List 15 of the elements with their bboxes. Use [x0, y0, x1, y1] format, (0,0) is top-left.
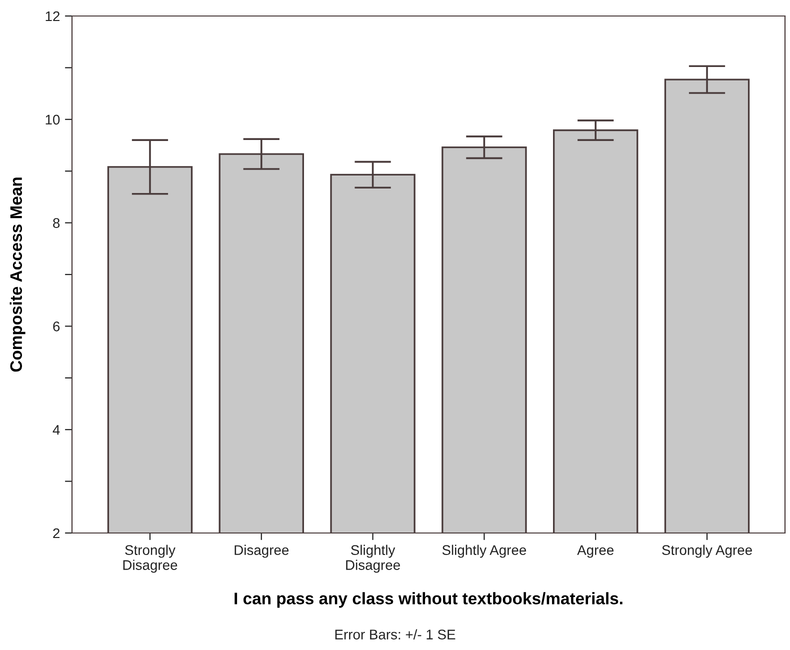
x-tick-label: Agree — [577, 545, 614, 558]
y-tick-label: 4 — [52, 425, 60, 435]
x-axis-title: I can pass any class without textbooks/materials. — [234, 592, 622, 608]
x-tick-label: Slightly Disagree — [346, 544, 400, 573]
x-tick-label: Strongly Agree — [662, 544, 752, 558]
y-tick-label: 12 — [46, 11, 60, 22]
x-tick-label: Strongly Disagree — [123, 544, 178, 573]
y-tick-label: 8 — [53, 218, 60, 228]
y-tick-label: 6 — [53, 322, 60, 332]
text: Error Bars: +/- 1 SE — [335, 629, 456, 640]
x-tick-label: Slightly Agree — [442, 544, 526, 558]
y-axis-title: Composite Access Mean — [10, 178, 26, 372]
y-tick-label: 10 — [46, 114, 60, 125]
y-tick-label: 2 — [53, 528, 60, 538]
x-tick-label: Disagree — [234, 544, 289, 558]
